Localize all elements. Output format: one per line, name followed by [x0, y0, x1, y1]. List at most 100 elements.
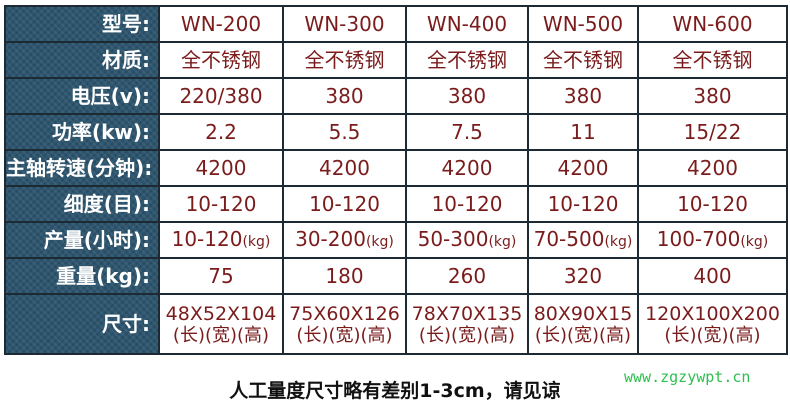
spec-cell: 全不锈钢 — [637, 41, 788, 79]
cell-value: 11 — [570, 120, 596, 144]
spec-cell: WN-600 — [637, 5, 788, 43]
cell-value: 全不锈钢 — [672, 48, 753, 72]
spec-cell: 10-120 — [527, 185, 639, 223]
row-label: 电压(v): — [4, 77, 160, 115]
dimension-suffix: (长)(宽)(高) — [664, 324, 761, 346]
cell-value: 全不锈钢 — [304, 48, 385, 72]
cell-value: 4200 — [687, 156, 738, 180]
spec-cell: 11 — [527, 113, 639, 151]
cell-value: WN-200 — [180, 12, 262, 36]
cell-value: 78X70X135 — [411, 302, 523, 325]
row-label: 产量(小时): — [4, 221, 160, 259]
spec-cell: 全不锈钢 — [527, 41, 639, 79]
cell-value: 180 — [325, 264, 364, 288]
cell-value: WN-400 — [426, 12, 508, 36]
cell-value: 10-120 — [431, 192, 503, 216]
spec-cell: 80X90X15 (长)(宽)(高) — [527, 293, 639, 355]
spec-cell: 7.5 — [405, 113, 529, 151]
measurement-note: 人工量度尺寸略有差别1-3cm，请见谅 — [229, 380, 561, 402]
cell-value: 80X90X15 — [533, 302, 633, 325]
spec-cell: 380 — [527, 77, 639, 115]
cell-value: 400 — [693, 264, 732, 288]
spec-cell: 10-120 — [158, 185, 284, 223]
spec-table: 型号: WN-200 WN-300 WN-400 WN-500 WN-600 材质: 全不锈钢… — [4, 5, 788, 355]
row-label: 功率(kw): — [4, 113, 160, 151]
cell-value: 380 — [325, 84, 364, 108]
spec-cell: 380 — [637, 77, 788, 115]
spec-cell: 全不锈钢 — [158, 41, 284, 79]
cell-value: WN-600 — [672, 12, 753, 36]
cell-value: WN-300 — [304, 12, 385, 36]
row-label: 重量(kg): — [4, 257, 160, 295]
cell-value: 全不锈钢 — [181, 48, 261, 72]
spec-cell: 4200 — [405, 149, 529, 187]
spec-cell: 100-700(kg) — [637, 221, 788, 259]
spec-cell: 4200 — [158, 149, 284, 187]
spec-cell: 30-200(kg) — [282, 221, 407, 259]
cell-value: 75X60X126 — [289, 302, 400, 325]
spec-row-weight: 重量(kg): 75 180 260 320 400 — [4, 257, 788, 295]
cell-value: 4200 — [319, 156, 370, 180]
cell-value: 320 — [563, 264, 603, 288]
unit-label: (kg) — [242, 233, 271, 250]
cell-value: 380 — [693, 84, 732, 108]
row-label: 材质: — [4, 41, 160, 79]
row-label: 细度(目): — [4, 185, 160, 223]
spec-cell: 120X100X200 (长)(宽)(高) — [637, 293, 788, 355]
spec-cell: 75 — [158, 257, 284, 295]
spec-cell: 220/380 — [158, 77, 284, 115]
spec-cell: 78X70X135 (长)(宽)(高) — [405, 293, 529, 355]
spec-cell: 10-120 — [405, 185, 529, 223]
spec-cell: 48X52X104 (长)(宽)(高) — [158, 293, 284, 355]
spec-cell: 180 — [282, 257, 407, 295]
spec-cell: 50-300(kg) — [405, 221, 529, 259]
spec-cell: 全不锈钢 — [282, 41, 407, 79]
spec-cell: 400 — [637, 257, 788, 295]
cell-value: 10-120 — [677, 192, 748, 216]
spec-cell: 15/22 — [637, 113, 788, 151]
dimension-suffix: (长)(宽)(高) — [172, 324, 270, 346]
row-label: 尺寸: — [4, 293, 160, 355]
cell-value: 220/380 — [179, 84, 263, 108]
cell-value: 10-120 — [171, 226, 243, 251]
spec-cell: 70-500(kg) — [527, 221, 639, 259]
spec-cell: 4200 — [282, 149, 407, 187]
dimension-suffix: (长)(宽)(高) — [534, 324, 632, 346]
cell-value: 全不锈钢 — [543, 48, 623, 72]
cell-value: 10-120 — [309, 192, 380, 216]
cell-value: 7.5 — [451, 120, 483, 144]
spec-row-power: 功率(kw): 2.2 5.5 7.5 11 15/22 — [4, 113, 788, 151]
cell-value: 70-500 — [533, 226, 605, 251]
cell-value: 100-700 — [656, 226, 741, 251]
dimension-suffix: (长)(宽)(高) — [418, 324, 516, 346]
cell-value: 120X100X200 — [645, 302, 780, 325]
unit-label: (kg) — [365, 233, 394, 250]
cell-value: 380 — [447, 84, 487, 108]
spec-row-dimensions: 尺寸: 48X52X104 (长)(宽)(高) 75X60X126 (长)(宽)(高) 7… — [4, 293, 788, 355]
cell-value: 15/22 — [683, 120, 742, 144]
unit-label: (kg) — [740, 233, 769, 250]
spec-row-fineness: 细度(目): 10-120 10-120 10-120 10-120 10-120 — [4, 185, 788, 223]
cell-value: 260 — [447, 264, 487, 288]
spec-cell: 全不锈钢 — [405, 41, 529, 79]
cell-value: 全不锈钢 — [427, 48, 507, 72]
spec-cell: 260 — [405, 257, 529, 295]
dimension-suffix: (长)(宽)(高) — [296, 324, 393, 346]
spec-row-material: 材质: 全不锈钢 全不锈钢 全不锈钢 全不锈钢 全不锈钢 — [4, 41, 788, 79]
unit-label: (kg) — [604, 233, 633, 250]
spec-row-voltage: 电压(v): 220/380 380 380 380 380 — [4, 77, 788, 115]
spec-cell: WN-300 — [282, 5, 407, 43]
spec-cell: 320 — [527, 257, 639, 295]
cell-value: 2.2 — [205, 120, 237, 144]
cell-value: 30-200 — [295, 226, 366, 251]
row-label: 型号: — [4, 5, 160, 43]
cell-value: 4200 — [195, 156, 247, 180]
row-label: 主轴转速(分钟): — [4, 149, 160, 187]
spec-cell: WN-500 — [527, 5, 639, 43]
cell-value: 5.5 — [328, 120, 361, 144]
watermark: www.zgzywpt.cn — [624, 368, 751, 386]
spec-row-spindle-speed: 主轴转速(分钟): 4200 4200 4200 4200 4200 — [4, 149, 788, 187]
spec-cell: 10-120(kg) — [158, 221, 284, 259]
spec-cell: 4200 — [637, 149, 788, 187]
spec-cell: 10-120 — [282, 185, 407, 223]
